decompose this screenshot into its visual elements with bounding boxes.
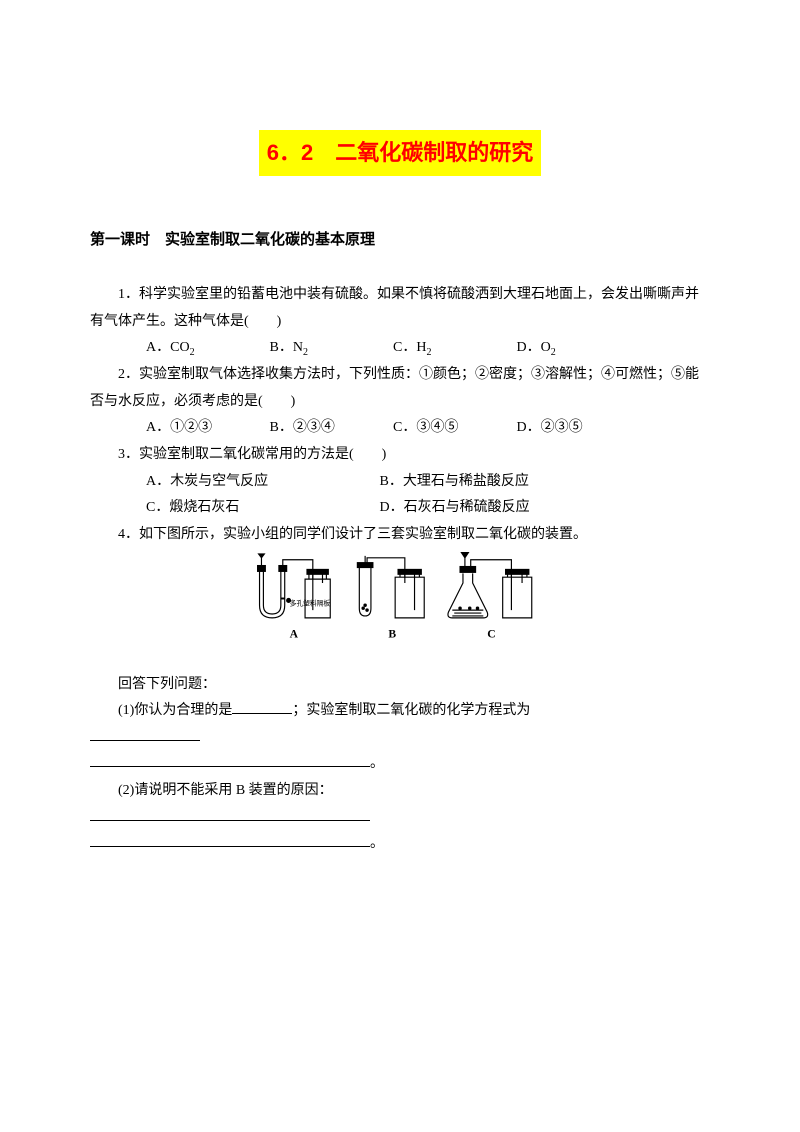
q3-option-a: A．木炭与空气反应 bbox=[118, 469, 348, 496]
q2-option-a: A．①②③ bbox=[118, 415, 238, 442]
q1-option-d: D．O2 bbox=[489, 335, 609, 362]
q1-d-sub: 2 bbox=[551, 347, 556, 358]
q4-sub2-blankline1 bbox=[90, 805, 710, 832]
q4-sub2-period: 。 bbox=[370, 836, 384, 851]
q3-option-c: C．煅烧石灰石 bbox=[118, 495, 348, 522]
q1-b-label: B．N bbox=[270, 340, 303, 355]
q1-options: A．CO2 B．N2 C．H2 D．O2 bbox=[90, 335, 710, 362]
q1-option-c: C．H2 bbox=[365, 335, 485, 362]
q1-c-label: C．H bbox=[393, 340, 426, 355]
label-c: C bbox=[487, 628, 495, 641]
q3-options-row1: A．木炭与空气反应 B．大理石与稀盐酸反应 bbox=[90, 469, 710, 496]
q1-b-sub: 2 bbox=[303, 347, 308, 358]
page-title: 6．2 二氧化碳制取的研究 bbox=[259, 130, 541, 176]
q3-option-d: D．石灰石与稀硫酸反应 bbox=[352, 495, 530, 522]
label-a: A bbox=[290, 628, 299, 641]
q2-options: A．①②③ B．②③④ C．③④⑤ D．②③⑤ bbox=[90, 415, 710, 442]
q4-sub1-a: (1)你认为合理的是 bbox=[118, 703, 232, 718]
q1-c-sub: 2 bbox=[426, 347, 431, 358]
q2-option-b: B．②③④ bbox=[242, 415, 362, 442]
blank-1 bbox=[232, 713, 292, 714]
apparatus-svg: 多孔塑料隔板 A bbox=[245, 552, 555, 659]
porous-plate-label: 多孔塑料隔板 bbox=[290, 599, 331, 608]
q2-option-d: D．②③⑤ bbox=[489, 415, 609, 442]
q4-sub1-blankline bbox=[90, 725, 710, 752]
q3-option-b: B．大理石与稀盐酸反应 bbox=[352, 469, 529, 496]
q4-sub1-end: 。 bbox=[90, 751, 710, 778]
q3-options-row2: C．煅烧石灰石 D．石灰石与稀硫酸反应 bbox=[90, 495, 710, 522]
q1-option-b: B．N2 bbox=[242, 335, 362, 362]
section-subtitle: 第一课时 实验室制取二氧化碳的基本原理 bbox=[90, 226, 710, 255]
label-b: B bbox=[388, 628, 396, 641]
q4-answer-intro: 回答下列问题： bbox=[90, 672, 710, 699]
q1-d-label: D．O bbox=[517, 340, 551, 355]
q4-sub1-b: ；实验室制取二氧化碳的化学方程式为 bbox=[292, 703, 530, 718]
q4-sub1: (1)你认为合理的是 ；实验室制取二氧化碳的化学方程式为 bbox=[90, 698, 710, 725]
q1-text: 1．科学实验室里的铅蓄电池中装有硫酸。如果不慎将硫酸洒到大理石地面上，会发出嘶嘶… bbox=[90, 282, 710, 335]
q2-text: 2．实验室制取气体选择收集方法时，下列性质：①颜色；②密度；③溶解性；④可燃性；… bbox=[90, 362, 710, 415]
apparatus-figure: 多孔塑料隔板 A bbox=[90, 552, 710, 669]
q2-option-c: C．③④⑤ bbox=[365, 415, 485, 442]
q4-text: 4．如下图所示，实验小组的同学们设计了三套实验室制取二氧化碳的装置。 bbox=[90, 522, 710, 549]
blank-4 bbox=[90, 806, 370, 821]
blank-2 bbox=[90, 726, 200, 741]
worksheet-page: 6．2 二氧化碳制取的研究 第一课时 实验室制取二氧化碳的基本原理 1．科学实验… bbox=[0, 0, 800, 918]
title-wrap: 6．2 二氧化碳制取的研究 bbox=[90, 130, 710, 226]
blank-5 bbox=[90, 832, 370, 847]
q3-text: 3．实验室制取二氧化碳常用的方法是( ) bbox=[90, 442, 710, 469]
q4-sub1-period: 。 bbox=[370, 756, 384, 771]
q1-a-label: A．CO bbox=[146, 340, 190, 355]
q4-sub2: (2)请说明不能采用 B 装置的原因： bbox=[90, 778, 710, 805]
q4-sub2-end: 。 bbox=[90, 831, 710, 858]
q1-a-sub: 2 bbox=[190, 347, 195, 358]
blank-3 bbox=[90, 752, 370, 767]
q1-option-a: A．CO2 bbox=[118, 335, 238, 362]
